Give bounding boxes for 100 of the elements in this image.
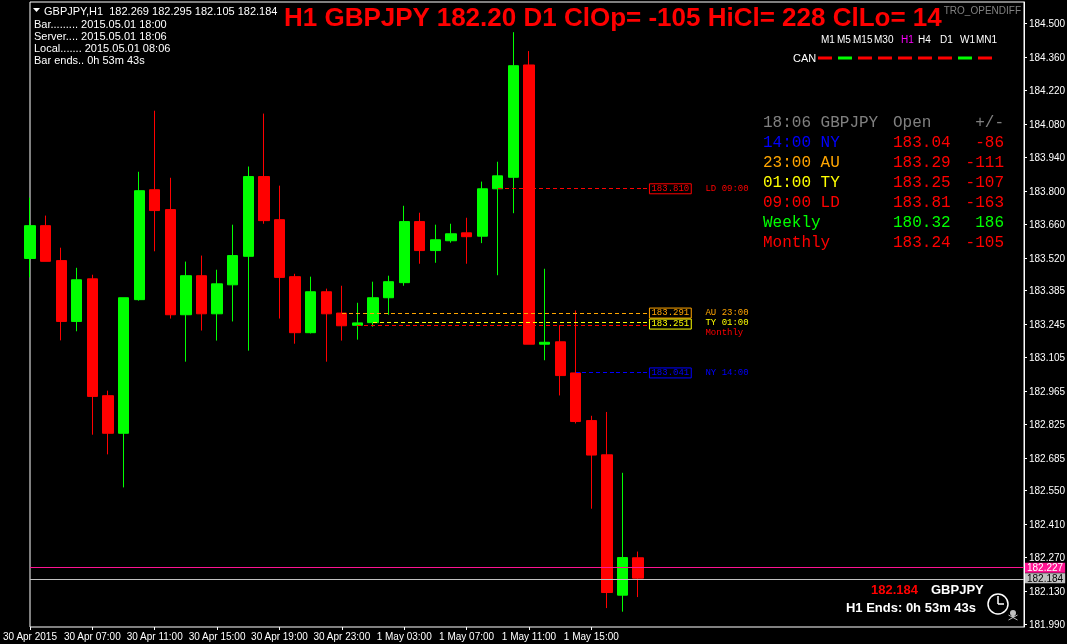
- ref-line-label: 182.184: [1027, 572, 1064, 584]
- annotation: CAN: [793, 52, 817, 64]
- legend-label: TY 01:00: [705, 318, 749, 329]
- y-tick-label: 182.685: [1029, 452, 1066, 464]
- annotation: M5: [837, 33, 852, 45]
- y-tick-label: 184.080: [1029, 118, 1066, 130]
- y-tick-label: 181.990: [1029, 619, 1066, 631]
- candlestick: [539, 268, 550, 361]
- annotation: GBPJPY,H1 182.269 182.295 182.105 182.184: [44, 4, 278, 17]
- annotation: GBPJPY: [931, 581, 985, 597]
- candlestick: [102, 390, 114, 455]
- annotation: M1: [821, 33, 836, 45]
- candlestick: [336, 285, 347, 342]
- text: Monthly: [705, 328, 744, 339]
- annotation: Weekly: [763, 213, 822, 232]
- y-tick-label: 184.220: [1029, 85, 1066, 97]
- annotation: H1 Ends: 0h 53m 43s: [845, 599, 976, 615]
- annotation: Bar ends.. 0h 53m 43s: [34, 53, 146, 66]
- x-tick-label: 30 Apr 15:00: [188, 630, 246, 642]
- y-tick-label: 183.245: [1029, 318, 1066, 330]
- candlestick: [321, 288, 332, 363]
- legend-label: LD 09:00: [705, 183, 749, 194]
- candlestick: [227, 224, 238, 322]
- candlestick: [56, 247, 67, 341]
- annotation: 180.32: [893, 213, 951, 232]
- candlestick: [87, 274, 98, 436]
- candlestick: [305, 276, 316, 334]
- candlestick: [414, 212, 425, 265]
- annotation: 14:00 NY: [763, 133, 841, 152]
- annotation: 183.24: [893, 233, 951, 252]
- candlestick: [180, 261, 192, 363]
- candlestick: [617, 472, 628, 613]
- y-tick-label: 182.410: [1029, 518, 1066, 530]
- candlestick: [24, 197, 36, 278]
- annotation: Bar......... 2015.05.01 18:00: [34, 17, 167, 30]
- y-tick-label: 182.965: [1029, 385, 1066, 397]
- data-label: 183.291: [651, 308, 690, 319]
- annotation: 183.25: [893, 173, 951, 192]
- x-tick-label: 1 May 03:00: [376, 630, 433, 642]
- candlestick: [383, 275, 394, 316]
- candlestick: [40, 215, 51, 262]
- annotation: -107: [965, 173, 1004, 192]
- candlestick: [601, 411, 613, 609]
- candlestick: [71, 267, 82, 332]
- data-label: 183.041: [651, 367, 690, 378]
- x-tick-label: 30 Apr 11:00: [126, 630, 184, 642]
- annotation: MN1: [976, 33, 998, 45]
- y-tick-label: 183.385: [1029, 285, 1066, 297]
- annotation: 23:00 AU: [763, 153, 840, 172]
- y-tick-label: 183.520: [1029, 252, 1066, 264]
- annotation: 186: [975, 213, 1004, 232]
- candlestick: [118, 297, 129, 488]
- candlestick: [165, 177, 176, 320]
- candlestick: [445, 223, 457, 244]
- candlestick: [430, 224, 441, 264]
- data-label: 183.810: [651, 183, 690, 194]
- y-tick-label: 182.825: [1029, 419, 1066, 431]
- candlestick: [243, 166, 254, 352]
- y-tick-label: 182.550: [1029, 485, 1066, 497]
- annotation: 183.04: [893, 133, 951, 152]
- candlestick: [367, 281, 379, 328]
- x-tick-label: 30 Apr 23:00: [313, 630, 371, 642]
- annotation: 01:00 TY: [763, 173, 841, 192]
- annotation: -86: [975, 133, 1004, 152]
- candlestick: [586, 415, 597, 510]
- annotation: Open: [893, 113, 932, 132]
- x-tick-label: 1 May 15:00: [563, 630, 620, 642]
- annotation: 182.184: [871, 581, 919, 597]
- x-tick-label: 1 May 11:00: [501, 630, 557, 642]
- candlestick: [477, 181, 488, 244]
- y-tick-label: 183.800: [1029, 185, 1066, 197]
- candlestick: [149, 110, 160, 252]
- x-tick-label: 30 Apr 19:00: [251, 630, 309, 642]
- y-tick-label: 184.500: [1029, 18, 1066, 30]
- annotation: M30: [874, 33, 894, 45]
- y-tick-label: 182.270: [1029, 552, 1066, 564]
- candlestick: [211, 269, 223, 342]
- ref-line-label: 182.227: [1027, 562, 1064, 574]
- y-tick-label: 183.660: [1029, 219, 1066, 231]
- x-tick-label: 30 Apr 07:00: [64, 630, 122, 642]
- candlestick: [461, 217, 472, 265]
- x-tick-label: 30 Apr 2015: [3, 630, 58, 642]
- annotation: Server.... 2015.05.01 18:06: [34, 29, 167, 42]
- data-label: 183.251: [651, 319, 690, 330]
- annotation: +/-: [975, 113, 1004, 132]
- candlestick: [632, 551, 644, 598]
- annotation: W1: [960, 33, 976, 45]
- candlestick: [492, 161, 503, 276]
- candlestick: [258, 113, 270, 225]
- candlestick: [508, 31, 519, 214]
- annotation: 09:00 LD: [763, 193, 840, 212]
- annotation: -105: [965, 233, 1004, 252]
- annotation: 183.29: [893, 153, 951, 172]
- annotation: Monthly: [763, 233, 831, 252]
- legend-label: NY 14:00: [705, 367, 749, 378]
- annotation: M15: [853, 33, 873, 45]
- annotation: Local....... 2015.05.01 08:06: [34, 41, 171, 54]
- candlestick: [274, 185, 285, 320]
- annotation: -111: [965, 153, 1004, 172]
- annotation: H4: [918, 33, 932, 45]
